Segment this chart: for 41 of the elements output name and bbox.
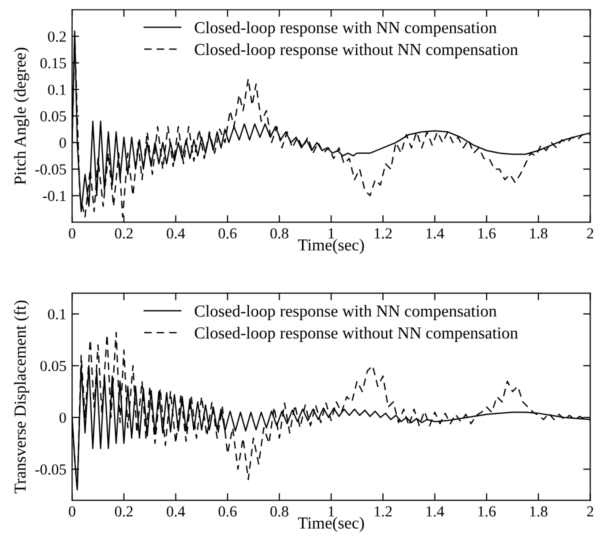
x-tick-label: 2 [587,506,594,516]
y-tick-label: 0.2 [48,31,66,42]
legend-label: Closed-loop response with NN compensation [194,22,497,37]
y-tick-label: -0.05 [35,464,66,475]
x-axis-title: Time(sec) [298,238,364,254]
y-tick-label: -0.1 [42,190,66,202]
y-tick-label: 0.05 [40,111,66,122]
y-tick-label: 0 [59,412,66,423]
y-tick-label: -0.05 [35,164,66,175]
x-tick-label: 0.8 [270,506,288,517]
x-tick-label: 1.8 [530,506,548,517]
legend-label: Closed-loop response with NN compensation [194,304,497,320]
x-tick-label: 1.2 [374,506,392,517]
y-tick-label: 0.1 [48,84,66,95]
x-tick-label: 1 [328,506,334,516]
legend-label: Closed-loop response without NN compensation [194,43,518,59]
x-tick-label: 0.4 [166,228,186,239]
x-tick-label: 1 [328,228,334,238]
y-axis-title: Pitch Angle (degree) [14,48,30,184]
x-tick-label: 0.4 [166,506,186,517]
x-tick-label: 0 [68,228,76,239]
x-tick-label: 2 [587,228,594,238]
x-axis-title: Time(sec) [298,516,364,532]
x-tick-label: 0.6 [218,506,237,517]
x-tick-label: 1.2 [374,228,392,239]
x-tick-label: 1.4 [426,228,444,239]
x-tick-label: 0 [68,506,76,517]
x-tick-label: 1.8 [530,228,548,239]
legend-label: Closed-loop response without NN compensation [194,326,518,342]
x-tick-label: 1.6 [478,506,496,517]
y-axis-title: Transverse Displacement (ft) [14,300,30,494]
x-tick-label: 1.4 [426,506,444,517]
y-tick-label: 0.15 [40,58,66,68]
y-tick-label: 0.1 [48,309,66,320]
y-tick-label: 0 [59,138,66,148]
x-tick-label: 1.6 [478,228,496,239]
x-tick-label: 0.2 [114,506,133,517]
y-tick-label: 0.05 [40,360,66,372]
x-tick-label: 0.8 [270,228,288,239]
x-tick-label: 0.2 [114,228,133,239]
x-tick-label: 0.6 [218,228,237,239]
